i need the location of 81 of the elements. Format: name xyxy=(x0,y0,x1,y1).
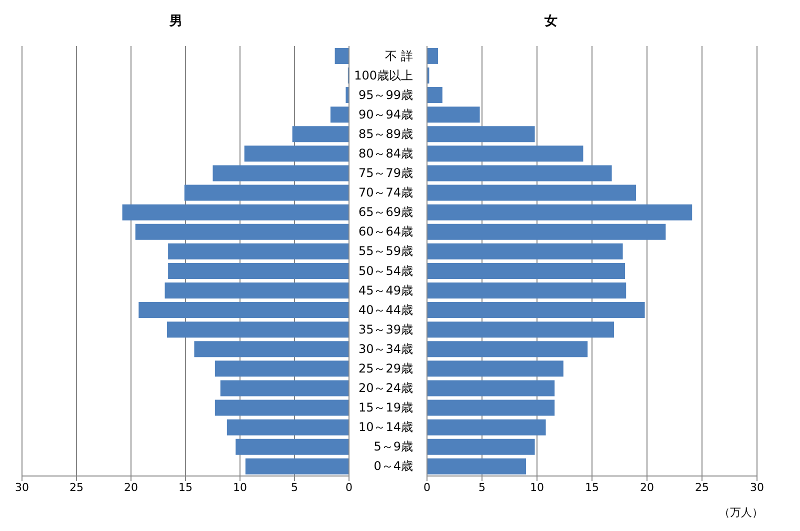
bar xyxy=(244,146,349,162)
bar xyxy=(122,204,349,220)
bar xyxy=(427,380,555,396)
x-tick-label: 25 xyxy=(695,480,709,494)
bar xyxy=(166,322,349,338)
x-tick-label: 10 xyxy=(233,480,247,494)
bar xyxy=(212,165,349,182)
y-tick-label: 55～59歳 xyxy=(358,244,413,258)
bar xyxy=(214,400,349,416)
x-tick-label: 10 xyxy=(530,480,544,494)
y-tick-label: 45～49歳 xyxy=(358,283,413,298)
y-tick-label: 25～29歳 xyxy=(358,362,413,376)
x-tick-label: 5 xyxy=(291,480,298,494)
chart-title: 男 xyxy=(170,14,182,29)
bar xyxy=(330,106,349,123)
bar xyxy=(135,224,349,240)
bar xyxy=(427,87,442,104)
bar xyxy=(427,458,526,474)
bar xyxy=(427,438,535,455)
y-tick-label: 不 詳 xyxy=(385,48,413,63)
y-tick-label: 5～9歳 xyxy=(374,440,413,454)
bar xyxy=(194,341,349,358)
bar xyxy=(226,419,349,436)
y-tick-label: 100歳以上 xyxy=(354,68,413,82)
y-tick-label: 30～34歳 xyxy=(358,342,413,356)
bar xyxy=(184,184,349,201)
y-tick-label: 95～99歳 xyxy=(358,88,413,102)
bar xyxy=(214,360,349,377)
bar xyxy=(427,165,612,182)
bar xyxy=(245,458,349,474)
x-tick-label: 15 xyxy=(585,480,599,494)
bar xyxy=(427,262,625,279)
bar xyxy=(427,243,623,260)
x-tick-label: 0 xyxy=(424,480,430,494)
x-axis-title: （万人） xyxy=(719,506,763,519)
bar xyxy=(427,322,614,338)
bar xyxy=(427,106,480,123)
x-tick-label: 5 xyxy=(478,480,486,494)
x-tick-label: 0 xyxy=(346,480,352,494)
bar xyxy=(220,380,349,396)
y-tick-label: 75～79歳 xyxy=(358,166,413,180)
y-tick-label: 35～39歳 xyxy=(358,322,413,336)
chart-title: 女 xyxy=(544,14,558,29)
y-tick-label: 50～54歳 xyxy=(358,264,413,278)
x-tick-label: 20 xyxy=(124,480,138,494)
bar xyxy=(427,204,692,220)
y-tick-label: 10～14歳 xyxy=(358,420,413,434)
bar xyxy=(138,302,349,318)
bar xyxy=(427,302,645,318)
bar xyxy=(168,243,349,260)
bar xyxy=(427,282,626,298)
bar xyxy=(292,126,349,142)
bar xyxy=(427,224,666,240)
y-tick-label: 40～44歳 xyxy=(358,302,413,317)
bar xyxy=(427,400,555,416)
y-tick-label: 20～24歳 xyxy=(358,381,413,396)
bar xyxy=(236,438,349,455)
bar xyxy=(427,48,438,64)
bar xyxy=(427,341,588,358)
y-tick-label: 85～89歳 xyxy=(358,126,413,141)
bar xyxy=(427,184,636,201)
y-tick-label: 0～4歳 xyxy=(374,459,413,474)
bar xyxy=(168,262,349,279)
y-tick-label: 70～74歳 xyxy=(358,186,413,200)
bar xyxy=(164,282,349,298)
bar xyxy=(427,126,535,142)
y-tick-label: 80～84歳 xyxy=(358,146,413,160)
y-tick-label: 65～69歳 xyxy=(358,205,413,220)
y-tick-label: 15～19歳 xyxy=(358,400,413,415)
x-tick-label: 30 xyxy=(750,480,764,494)
y-tick-label: 90～94歳 xyxy=(358,107,413,122)
x-tick-label: 30 xyxy=(15,480,29,494)
bar xyxy=(427,419,546,436)
bar xyxy=(346,87,349,104)
bar xyxy=(334,48,349,64)
x-tick-label: 25 xyxy=(70,480,84,494)
x-tick-label: 20 xyxy=(640,480,654,494)
x-tick-label: 15 xyxy=(178,480,192,494)
bar xyxy=(427,146,584,162)
y-tick-label: 60～64歳 xyxy=(358,224,413,239)
bar xyxy=(427,360,564,377)
